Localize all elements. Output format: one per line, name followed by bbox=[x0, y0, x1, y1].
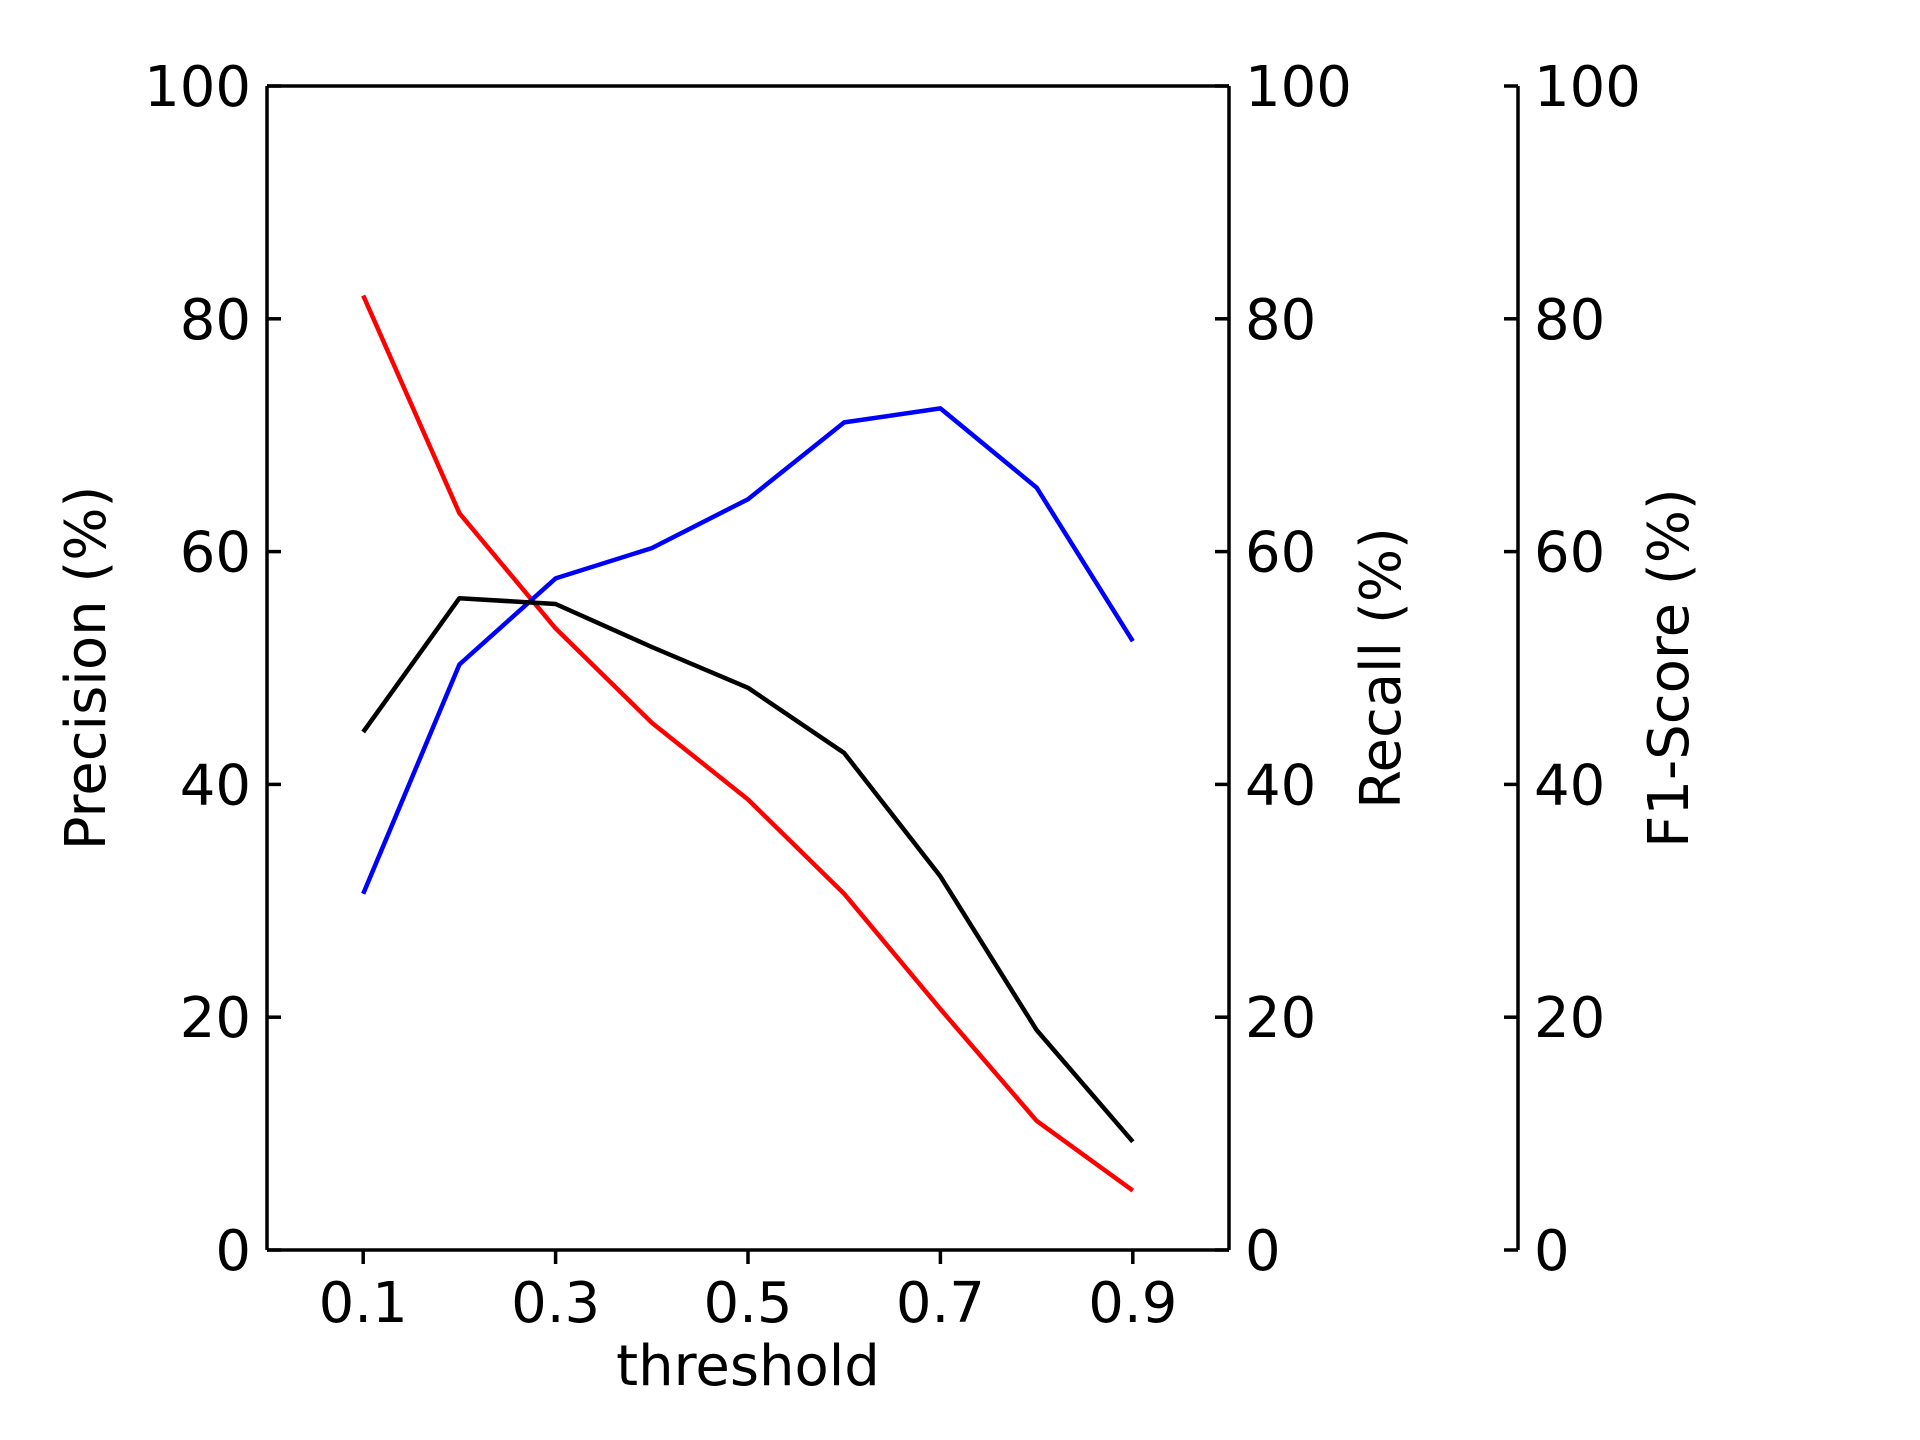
labels-layer: 0.1 0.3 0.5 0.7 0.9 threshold 0 20 40 60 80 100 0 20 4… bbox=[54, 55, 1702, 1399]
x-axis-label: threshold bbox=[616, 1334, 880, 1399]
f1-tick-label: 40 bbox=[1534, 753, 1605, 818]
x-tick-label: 0.5 bbox=[703, 1271, 792, 1336]
recall-tick-label: 0 bbox=[1245, 1219, 1281, 1284]
recall-series-line bbox=[361, 406, 1135, 895]
precision-tick-label: 80 bbox=[180, 288, 251, 353]
x-tick-label: 0.3 bbox=[511, 1271, 600, 1336]
f1-axis-label: F1-Score (%) bbox=[1637, 488, 1702, 848]
axes-layer bbox=[265, 84, 1520, 1264]
f1-tick-label: 100 bbox=[1534, 55, 1641, 120]
series-layer bbox=[361, 294, 1135, 1193]
precision-series-line bbox=[361, 294, 1135, 1193]
f1-series-line bbox=[361, 595, 1135, 1144]
f1-tick-label: 80 bbox=[1534, 288, 1605, 353]
precision-tick-label: 0 bbox=[215, 1219, 251, 1284]
f1-tick-label: 60 bbox=[1534, 521, 1605, 586]
recall-tick-label: 100 bbox=[1245, 55, 1352, 120]
recall-tick-label: 60 bbox=[1245, 521, 1316, 586]
recall-tick-label: 20 bbox=[1245, 986, 1316, 1051]
x-tick-label: 0.9 bbox=[1088, 1271, 1177, 1336]
precision-tick-label: 40 bbox=[180, 753, 251, 818]
x-tick-label: 0.7 bbox=[896, 1271, 985, 1336]
f1-tick-label: 0 bbox=[1534, 1219, 1570, 1284]
recall-tick-label: 40 bbox=[1245, 753, 1316, 818]
precision-tick-label: 100 bbox=[144, 55, 251, 120]
precision-tick-label: 20 bbox=[180, 986, 251, 1051]
f1-tick-label: 20 bbox=[1534, 986, 1605, 1051]
recall-axis-label: Recall (%) bbox=[1349, 527, 1414, 809]
precision-axis-label: Precision (%) bbox=[54, 486, 119, 851]
x-tick-label: 0.1 bbox=[319, 1271, 408, 1336]
recall-tick-label: 80 bbox=[1245, 288, 1316, 353]
precision-tick-label: 60 bbox=[180, 521, 251, 586]
